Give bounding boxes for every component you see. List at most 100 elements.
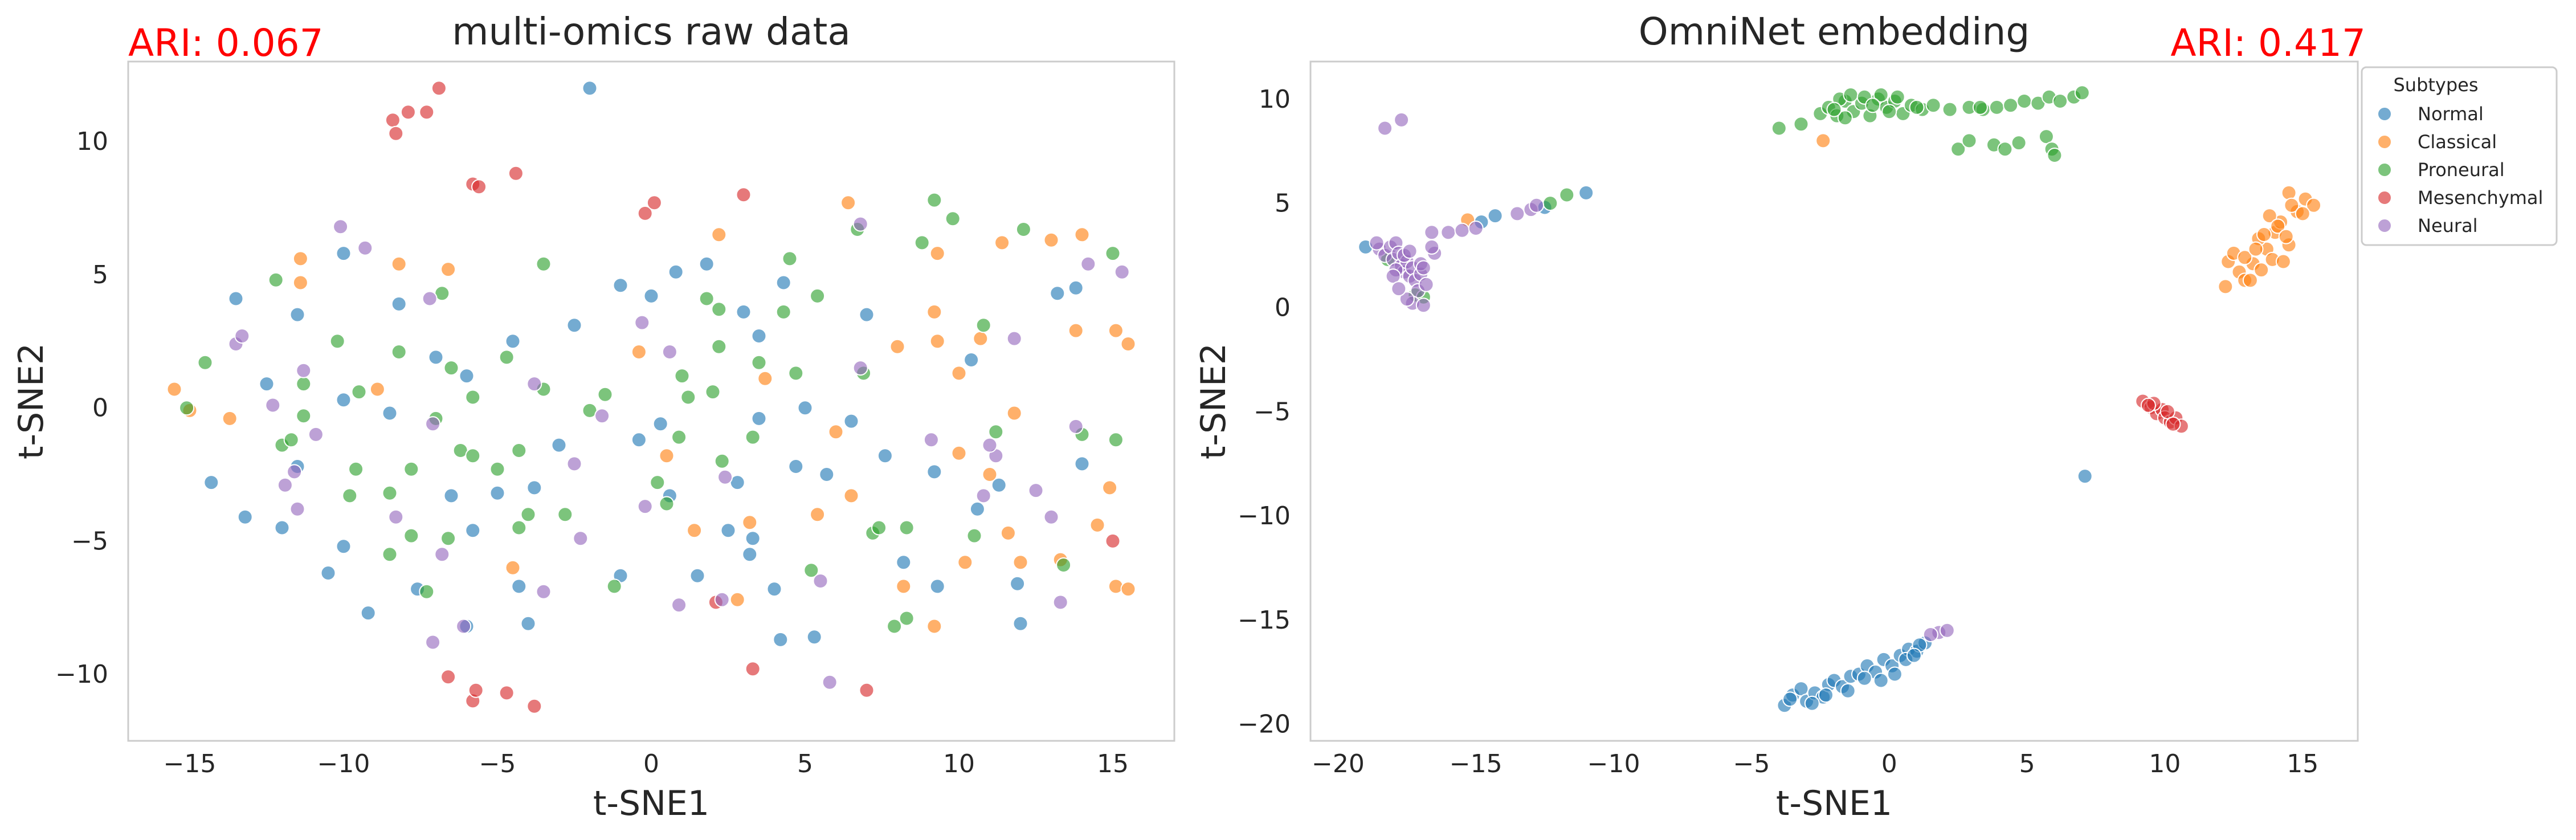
legend-label-normal: Normal (2418, 103, 2484, 125)
point-proneural (1873, 87, 1889, 103)
point-normal (773, 631, 789, 647)
point-proneural (1771, 120, 1787, 136)
point-neural (1402, 243, 1418, 259)
point-neural (1415, 260, 1431, 276)
point-neural (1424, 239, 1440, 255)
point-neural (923, 432, 939, 448)
point-proneural (1837, 110, 1853, 126)
x-tick-label: 0 (643, 749, 659, 778)
point-mesenchymal (1105, 533, 1121, 549)
point-proneural (1559, 187, 1575, 203)
point-classical (951, 365, 967, 381)
y-tick-label: 10 (1259, 85, 1291, 114)
point-normal (459, 368, 475, 384)
point-proneural (1793, 116, 1809, 132)
point-normal (969, 501, 985, 517)
point-classical (1108, 323, 1124, 339)
point-normal (382, 405, 398, 421)
point-classical (1068, 323, 1084, 339)
point-proneural (714, 453, 730, 469)
point-normal (511, 578, 527, 594)
x-tick-label: 10 (943, 749, 975, 778)
point-normal (1013, 615, 1028, 631)
point-classical (1102, 480, 1118, 496)
point-mesenchymal (526, 698, 542, 714)
point-proneural (945, 211, 961, 227)
point-proneural (1542, 195, 1558, 211)
point-classical (631, 344, 647, 360)
point-mesenchymal (419, 104, 435, 120)
legend-marker-classical (2377, 134, 2392, 149)
point-mesenchymal (468, 682, 484, 698)
point-proneural (899, 610, 915, 626)
point-proneural (465, 448, 481, 464)
point-classical (2306, 197, 2322, 213)
point-neural (1424, 225, 1440, 240)
point-proneural (296, 408, 312, 424)
point-classical (166, 381, 182, 397)
point-neural (637, 499, 653, 515)
point-normal (1782, 691, 1798, 707)
point-neural (265, 397, 281, 413)
point-normal (797, 400, 813, 416)
point-mesenchymal (859, 682, 875, 698)
point-classical (2281, 185, 2297, 201)
point-proneural (179, 400, 195, 416)
y-tick-label: −5 (1254, 397, 1291, 426)
point-normal (991, 477, 1007, 493)
point-normal (1887, 666, 1903, 682)
point-proneural (403, 461, 419, 477)
point-classical (505, 560, 521, 576)
point-mesenchymal (508, 165, 524, 181)
point-neural (289, 501, 305, 517)
legend-marker-normal (2377, 107, 2392, 121)
point-proneural (2003, 97, 2019, 113)
point-proneural (1942, 101, 1958, 117)
point-classical (1000, 525, 1016, 541)
point-proneural (674, 368, 690, 384)
point-neural (287, 464, 303, 480)
point-proneural (440, 531, 456, 547)
point-proneural (1056, 557, 1072, 573)
point-proneural (803, 562, 819, 578)
point-proneural (1925, 97, 1941, 113)
y-tick-label: 10 (76, 127, 108, 156)
point-proneural (606, 578, 622, 594)
point-normal (720, 523, 736, 539)
point-classical (391, 256, 407, 272)
point-mesenchymal (646, 195, 662, 211)
point-proneural (329, 333, 345, 349)
y-tick-label: 0 (92, 394, 108, 423)
point-proneural (705, 384, 721, 400)
point-classical (292, 275, 308, 291)
point-proneural (899, 520, 915, 536)
point-classical (292, 251, 308, 267)
point-proneural (2047, 148, 2063, 163)
point-neural (1068, 418, 1084, 434)
point-mesenchymal (385, 112, 401, 128)
point-proneural (1889, 89, 1905, 105)
legend-label-neural: Neural (2418, 215, 2478, 236)
point-neural (1440, 225, 1456, 240)
point-proneural (711, 339, 727, 354)
scatter-points (166, 80, 1136, 714)
legend-marker-proneural (2377, 162, 2392, 177)
point-normal (228, 291, 244, 307)
point-classical (659, 448, 675, 464)
point-mesenchymal (2140, 397, 2156, 413)
point-proneural (499, 349, 515, 365)
point-proneural (1881, 104, 1897, 120)
legend-label-proneural: Proneural (2418, 159, 2505, 181)
point-proneural (988, 424, 1004, 440)
point-proneural (1972, 99, 1988, 115)
point-proneural (351, 384, 367, 400)
x-tick-label: 15 (2287, 749, 2318, 778)
point-mesenchymal (499, 685, 515, 701)
y-tick-label: −15 (1238, 606, 1291, 635)
point-normal (428, 349, 444, 365)
point-neural (1529, 197, 1545, 213)
y-tick-label: 5 (92, 260, 108, 289)
point-proneural (775, 304, 791, 320)
point-proneural (1865, 97, 1881, 113)
